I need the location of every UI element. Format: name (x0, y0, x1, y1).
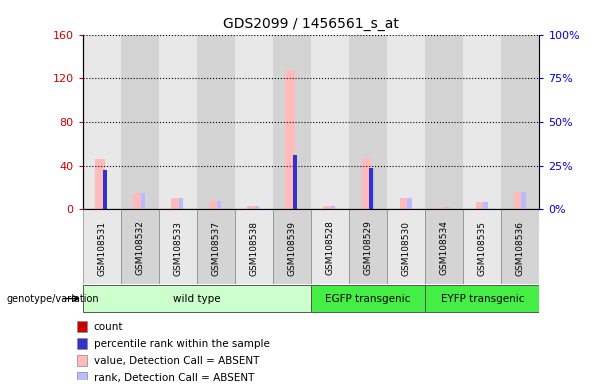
Bar (209, 200, 219, 209)
Text: GSM108535: GSM108535 (478, 220, 487, 275)
Bar (77, 321, 87, 332)
Bar (235, 209, 273, 284)
Bar (387, 209, 425, 284)
Text: GSM108528: GSM108528 (326, 220, 335, 275)
Bar (311, 209, 349, 284)
Bar (387, 35, 425, 209)
Bar (463, 209, 501, 284)
Text: rank, Detection Call = ABSENT: rank, Detection Call = ABSENT (94, 372, 254, 382)
Bar (255, 206, 259, 209)
Text: genotype/variation: genotype/variation (6, 293, 99, 304)
Text: EGFP transgenic: EGFP transgenic (326, 293, 411, 304)
Bar (476, 202, 485, 209)
Bar (369, 168, 373, 209)
Bar (293, 155, 297, 209)
Bar (445, 207, 449, 209)
Bar (273, 35, 311, 209)
Bar (171, 199, 181, 209)
Text: GSM108532: GSM108532 (135, 220, 144, 275)
Bar (311, 285, 425, 313)
Bar (77, 372, 87, 383)
Bar (121, 35, 159, 209)
Text: percentile rank within the sample: percentile rank within the sample (94, 339, 270, 349)
Text: value, Detection Call = ABSENT: value, Detection Call = ABSENT (94, 356, 259, 366)
Bar (83, 35, 121, 209)
Text: GSM108536: GSM108536 (516, 220, 525, 275)
Bar (197, 35, 235, 209)
Bar (407, 199, 411, 209)
Text: GSM108534: GSM108534 (440, 220, 449, 275)
Bar (83, 285, 311, 313)
Text: GSM108539: GSM108539 (287, 220, 297, 275)
Bar (521, 192, 526, 209)
Bar (331, 206, 335, 209)
Title: GDS2099 / 1456561_s_at: GDS2099 / 1456561_s_at (223, 17, 399, 31)
Bar (77, 338, 87, 349)
Bar (133, 193, 143, 209)
Text: GSM108538: GSM108538 (249, 220, 259, 275)
Bar (159, 35, 197, 209)
Bar (501, 209, 539, 284)
Text: GSM108530: GSM108530 (402, 220, 411, 275)
Bar (438, 207, 447, 209)
Bar (217, 200, 221, 209)
Bar (514, 192, 524, 209)
Bar (293, 155, 297, 209)
Text: GSM108533: GSM108533 (173, 220, 183, 275)
Bar (77, 355, 87, 366)
Text: EYFP transgenic: EYFP transgenic (441, 293, 524, 304)
Text: GSM108529: GSM108529 (364, 220, 373, 275)
Bar (235, 35, 273, 209)
Bar (483, 202, 488, 209)
Bar (400, 199, 409, 209)
Bar (178, 199, 183, 209)
Bar (425, 209, 463, 284)
Text: GSM108537: GSM108537 (211, 220, 221, 275)
Text: GSM108531: GSM108531 (97, 220, 106, 275)
Bar (324, 206, 333, 209)
Bar (425, 285, 539, 313)
Bar (362, 158, 371, 209)
Bar (140, 193, 145, 209)
Text: count: count (94, 322, 123, 332)
Bar (349, 209, 387, 284)
Bar (463, 35, 501, 209)
Bar (95, 159, 105, 209)
Bar (311, 35, 349, 209)
Text: wild type: wild type (173, 293, 221, 304)
Bar (159, 209, 197, 284)
Bar (369, 168, 373, 209)
Bar (102, 170, 107, 209)
Bar (121, 209, 159, 284)
Bar (273, 209, 311, 284)
Bar (103, 170, 107, 209)
Bar (501, 35, 539, 209)
Bar (248, 206, 257, 209)
Bar (425, 35, 463, 209)
Bar (349, 35, 387, 209)
Bar (83, 209, 121, 284)
Bar (197, 209, 235, 284)
Bar (286, 70, 295, 209)
